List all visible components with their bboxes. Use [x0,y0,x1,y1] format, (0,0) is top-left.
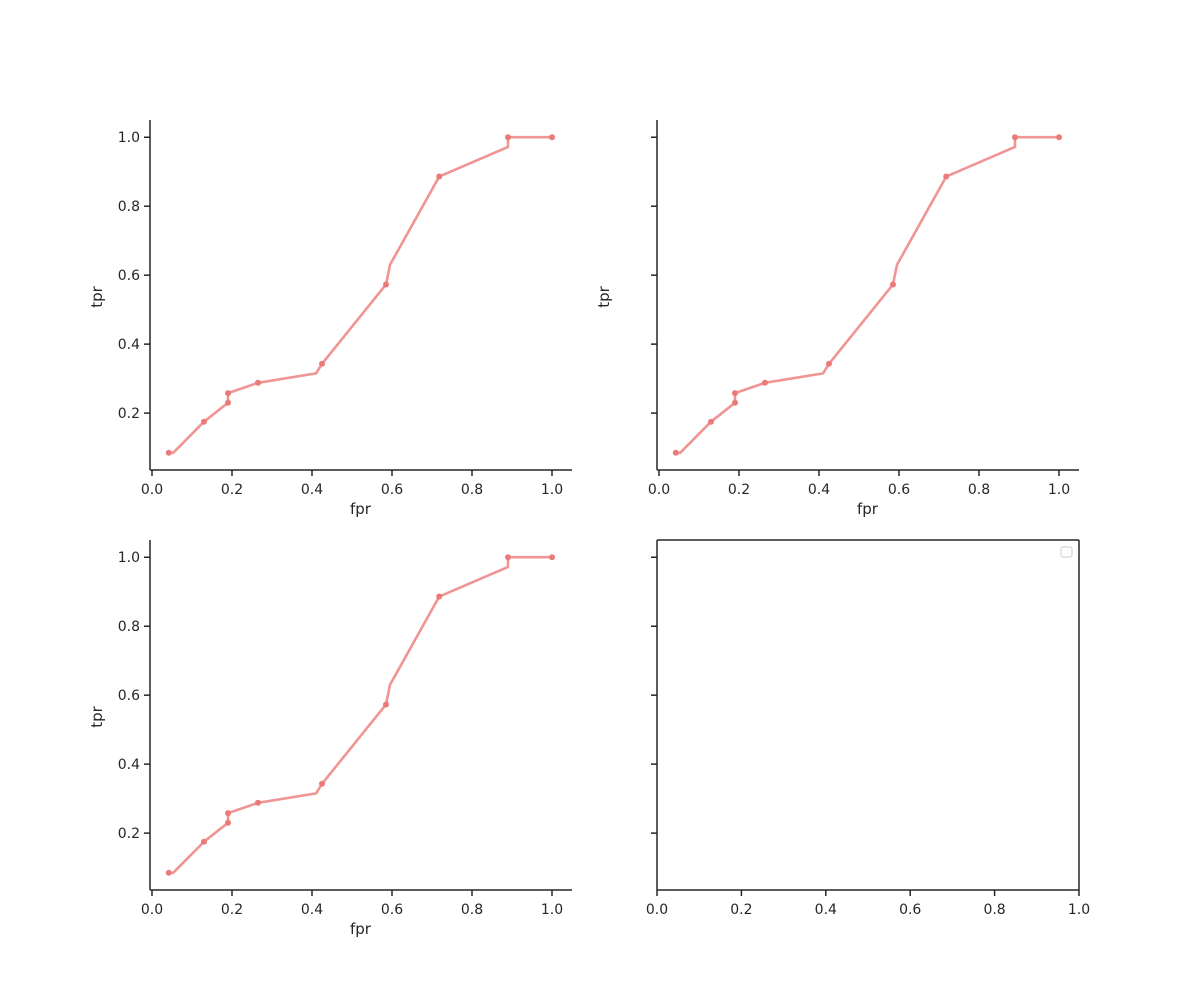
y-tick-label: 0.4 [118,337,140,353]
roc-point [549,134,555,141]
x-tick-label: 0.8 [983,902,1005,918]
x-tick-label: 0.6 [381,482,403,498]
roc-point [890,281,896,288]
roc-point [826,360,832,367]
x-tick-label: 0.4 [808,482,830,498]
roc-curve-line [167,555,554,875]
roc-point [505,554,511,561]
x-tick-label: 0.0 [141,482,163,498]
roc-point [201,838,207,845]
roc-point [708,418,714,425]
y-tick-label: 0.4 [118,757,140,773]
x-tick-label: 0.8 [968,482,990,498]
x-tick-label: 0.0 [648,482,670,498]
x-tick-label: 0.0 [141,902,163,918]
x-tick-label: 0.2 [221,902,243,918]
x-tick-label: 0.8 [461,902,483,918]
y-tick-label: 0.8 [118,619,140,635]
roc-point [201,418,207,425]
y-tick-label: 0.6 [118,268,140,284]
roc-point [505,134,511,141]
roc-point [319,780,325,787]
roc-point [762,379,768,386]
roc-point [436,173,443,180]
x-axis-label: fpr [857,500,879,518]
roc-point [225,819,231,826]
y-tick-label: 0.6 [118,688,140,704]
x-tick-label: 0.2 [221,482,243,498]
roc-point [1012,134,1018,141]
roc-point [225,399,231,406]
x-tick-label: 1.0 [541,902,563,918]
y-tick-label: 1.0 [118,550,140,566]
x-tick-label: 0.0 [646,902,668,918]
x-tick-label: 0.6 [381,902,403,918]
y-axis-label: tpr [88,285,106,307]
roc-point [255,379,261,386]
x-axis-label: fpr [350,500,372,518]
roc-point [165,869,172,876]
x-tick-label: 1.0 [541,482,563,498]
x-tick-label: 0.6 [888,482,910,498]
subplot-bottom-right: 0.0 0.2 0.4 0.6 0.8 1.0 [646,539,1090,918]
roc-point [436,593,443,600]
subplot-top-left: 0.0 0.2 0.4 0.6 0.8 1.0 0.2 0.4 0.6 0.8 1.0 fpr tpr [88,120,572,518]
roc-point [672,449,679,456]
y-tick-label: 0.8 [118,199,140,215]
x-tick-label: 0.4 [301,482,323,498]
x-tick-label: 0.4 [301,902,323,918]
y-axis-label: tpr [88,705,106,727]
roc-point [255,799,261,806]
y-tick-label: 0.2 [118,406,140,422]
roc-point [165,449,172,456]
x-tick-label: 1.0 [1048,482,1070,498]
roc-point [732,390,738,397]
roc-point [1056,134,1062,141]
legend-box [1060,546,1073,558]
x-tick-label: 0.2 [730,902,752,918]
roc-curve-line [674,135,1061,455]
roc-point [383,701,389,708]
roc-point [383,281,389,288]
x-tick-label: 0.8 [461,482,483,498]
roc-point [732,399,738,406]
y-tick-label: 1.0 [118,130,140,146]
roc-point [319,360,325,367]
roc-point [943,173,950,180]
subplot-top-right: 0.0 0.2 0.4 0.6 0.8 1.0 fpr tpr [595,120,1079,518]
roc-curve-line [167,135,554,455]
x-tick-label: 0.4 [815,902,837,918]
y-tick-label: 0.2 [118,826,140,842]
x-tick-label: 1.0 [1068,902,1090,918]
y-axis-label: tpr [595,285,613,307]
roc-point [225,810,231,817]
roc-point [225,390,231,397]
x-tick-label: 0.6 [899,902,921,918]
roc-point [549,554,555,561]
subplot-bottom-left: 0.0 0.2 0.4 0.6 0.8 1.0 0.2 0.4 0.6 0.8 1.0 fpr tpr [88,540,572,938]
x-tick-label: 0.2 [728,482,750,498]
x-axis-label: fpr [350,920,372,938]
